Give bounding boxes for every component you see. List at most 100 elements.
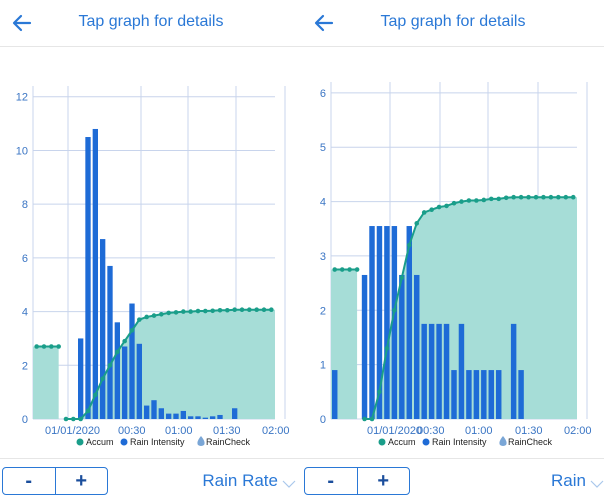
accum-point xyxy=(466,198,472,203)
intensity-bar xyxy=(107,265,113,419)
accum-point xyxy=(107,362,113,368)
accum-point xyxy=(173,310,179,315)
legend-accum-label: Accum xyxy=(86,437,114,447)
y-tick-label: 5 xyxy=(320,142,326,154)
footer-divider xyxy=(302,458,604,459)
rain-chart[interactable]: 0 1 2 3 4 5 6 01/01/2020 00:30 01:00 01:30 02:00 Acc… xyxy=(302,64,602,454)
accum-point xyxy=(414,221,420,226)
minus-button[interactable]: - xyxy=(25,469,33,492)
chart-type-label: Rain Rate xyxy=(202,471,278,490)
legend-intensity-label: Rain Intensity xyxy=(130,437,185,447)
accum-point xyxy=(210,308,215,314)
accum-point xyxy=(166,310,171,316)
accum-point xyxy=(232,307,237,313)
plus-button[interactable]: + xyxy=(356,468,410,494)
panel-header: Tap graph for details xyxy=(302,0,604,47)
rain-rate-chart-svg[interactable]: 0 2 4 6 8 10 12 01/01/2020 00:30 01:00 01:30 02:00 A… xyxy=(0,64,300,454)
legend-intensity-swatch xyxy=(422,438,430,446)
intensity-bar xyxy=(361,274,368,419)
intensity-bar xyxy=(451,370,457,419)
accum-point xyxy=(496,196,502,202)
legend-brand-label: RainCheck xyxy=(508,437,553,447)
intensity-bar xyxy=(481,370,487,419)
intensity-bar xyxy=(151,400,157,419)
chart-type-selector[interactable]: Rain Rate xyxy=(202,467,296,495)
accum-point xyxy=(511,194,516,200)
accum-point xyxy=(269,307,274,313)
header-title: Tap graph for details xyxy=(380,13,526,30)
accum-point xyxy=(93,392,98,398)
accum-point xyxy=(533,194,539,200)
chevron-down-icon xyxy=(282,480,296,488)
intensity-bar xyxy=(443,323,450,419)
minus-button[interactable]: - xyxy=(327,469,335,492)
x-tick-label: 01:30 xyxy=(213,425,241,437)
intensity-bar xyxy=(332,370,338,419)
y-tick-label: 0 xyxy=(320,414,326,426)
intensity-bar xyxy=(232,408,238,419)
intensity-bar xyxy=(180,410,186,419)
accum-point xyxy=(195,308,201,314)
y-tick-label: 6 xyxy=(320,88,326,100)
legend-accum-swatch xyxy=(76,438,84,446)
intensity-bar xyxy=(414,274,420,419)
accum-point xyxy=(347,267,352,272)
header-title: Tap graph for details xyxy=(78,13,224,30)
accum-point xyxy=(526,194,531,200)
y-tick-label: 0 xyxy=(22,414,28,426)
intensity-bar xyxy=(518,370,524,419)
intensity-bar xyxy=(510,323,517,419)
y-tick-label: 12 xyxy=(16,92,28,104)
accum-point xyxy=(56,344,61,349)
intensity-bar xyxy=(92,128,98,419)
accum-point xyxy=(34,344,39,349)
legend-intensity-swatch xyxy=(120,438,128,446)
y-tick-label: 2 xyxy=(22,360,28,372)
accum-point xyxy=(122,338,127,344)
intensity-bar xyxy=(458,323,465,419)
y-tick-label: 1 xyxy=(320,360,326,372)
accum-point xyxy=(129,328,135,333)
y-tick-label: 6 xyxy=(22,253,28,265)
x-tick-label: 01:30 xyxy=(515,425,543,437)
intensity-bar xyxy=(384,226,390,419)
accum-point xyxy=(518,194,524,200)
intensity-bar xyxy=(166,413,172,419)
intensity-bar xyxy=(399,274,405,419)
accum-point xyxy=(339,267,345,272)
rain-rate-chart[interactable]: 0 2 4 6 8 10 12 01/01/2020 00:30 01:00 01:30 02:00 A… xyxy=(0,64,300,454)
x-tick-label: 01:00 xyxy=(165,425,193,437)
accum-point xyxy=(181,309,186,314)
accum-point xyxy=(85,408,91,414)
rain-rate-panel: Tap graph for details 0 2 4 6 8 10 12 01/01/202… xyxy=(0,11,302,495)
accum-area xyxy=(331,269,358,419)
legend-accum-swatch xyxy=(378,438,386,446)
accum-point xyxy=(541,194,546,200)
back-arrow-icon[interactable] xyxy=(10,11,34,35)
intensity-bar xyxy=(158,408,164,419)
accum-point xyxy=(444,203,449,209)
intensity-bar xyxy=(466,370,472,419)
chevron-down-icon xyxy=(590,480,604,488)
back-arrow-icon[interactable] xyxy=(312,11,336,35)
legend-brand-label: RainCheck xyxy=(206,437,251,447)
intensity-bar xyxy=(129,303,135,419)
accum-point xyxy=(254,307,259,313)
intensity-bar xyxy=(496,370,502,419)
accum-point xyxy=(225,307,230,313)
rain-panel: Tap graph for details 0 1 2 3 4 5 6 01/01/2020 0… xyxy=(302,0,604,500)
x-tick-label: 01:00 xyxy=(465,425,493,437)
raindrop-icon xyxy=(197,436,205,446)
chart-type-selector[interactable]: Rain xyxy=(551,467,604,495)
intensity-bar xyxy=(473,370,480,419)
plus-button[interactable]: + xyxy=(54,468,108,494)
accum-point xyxy=(481,197,487,203)
accum-point xyxy=(151,313,157,318)
intensity-bar xyxy=(188,416,194,419)
x-tick-label: 01/01/2020 xyxy=(367,425,422,437)
accum-point xyxy=(399,275,405,280)
y-tick-label: 3 xyxy=(320,251,326,263)
accum-point xyxy=(203,308,208,314)
accum-point xyxy=(377,389,382,395)
